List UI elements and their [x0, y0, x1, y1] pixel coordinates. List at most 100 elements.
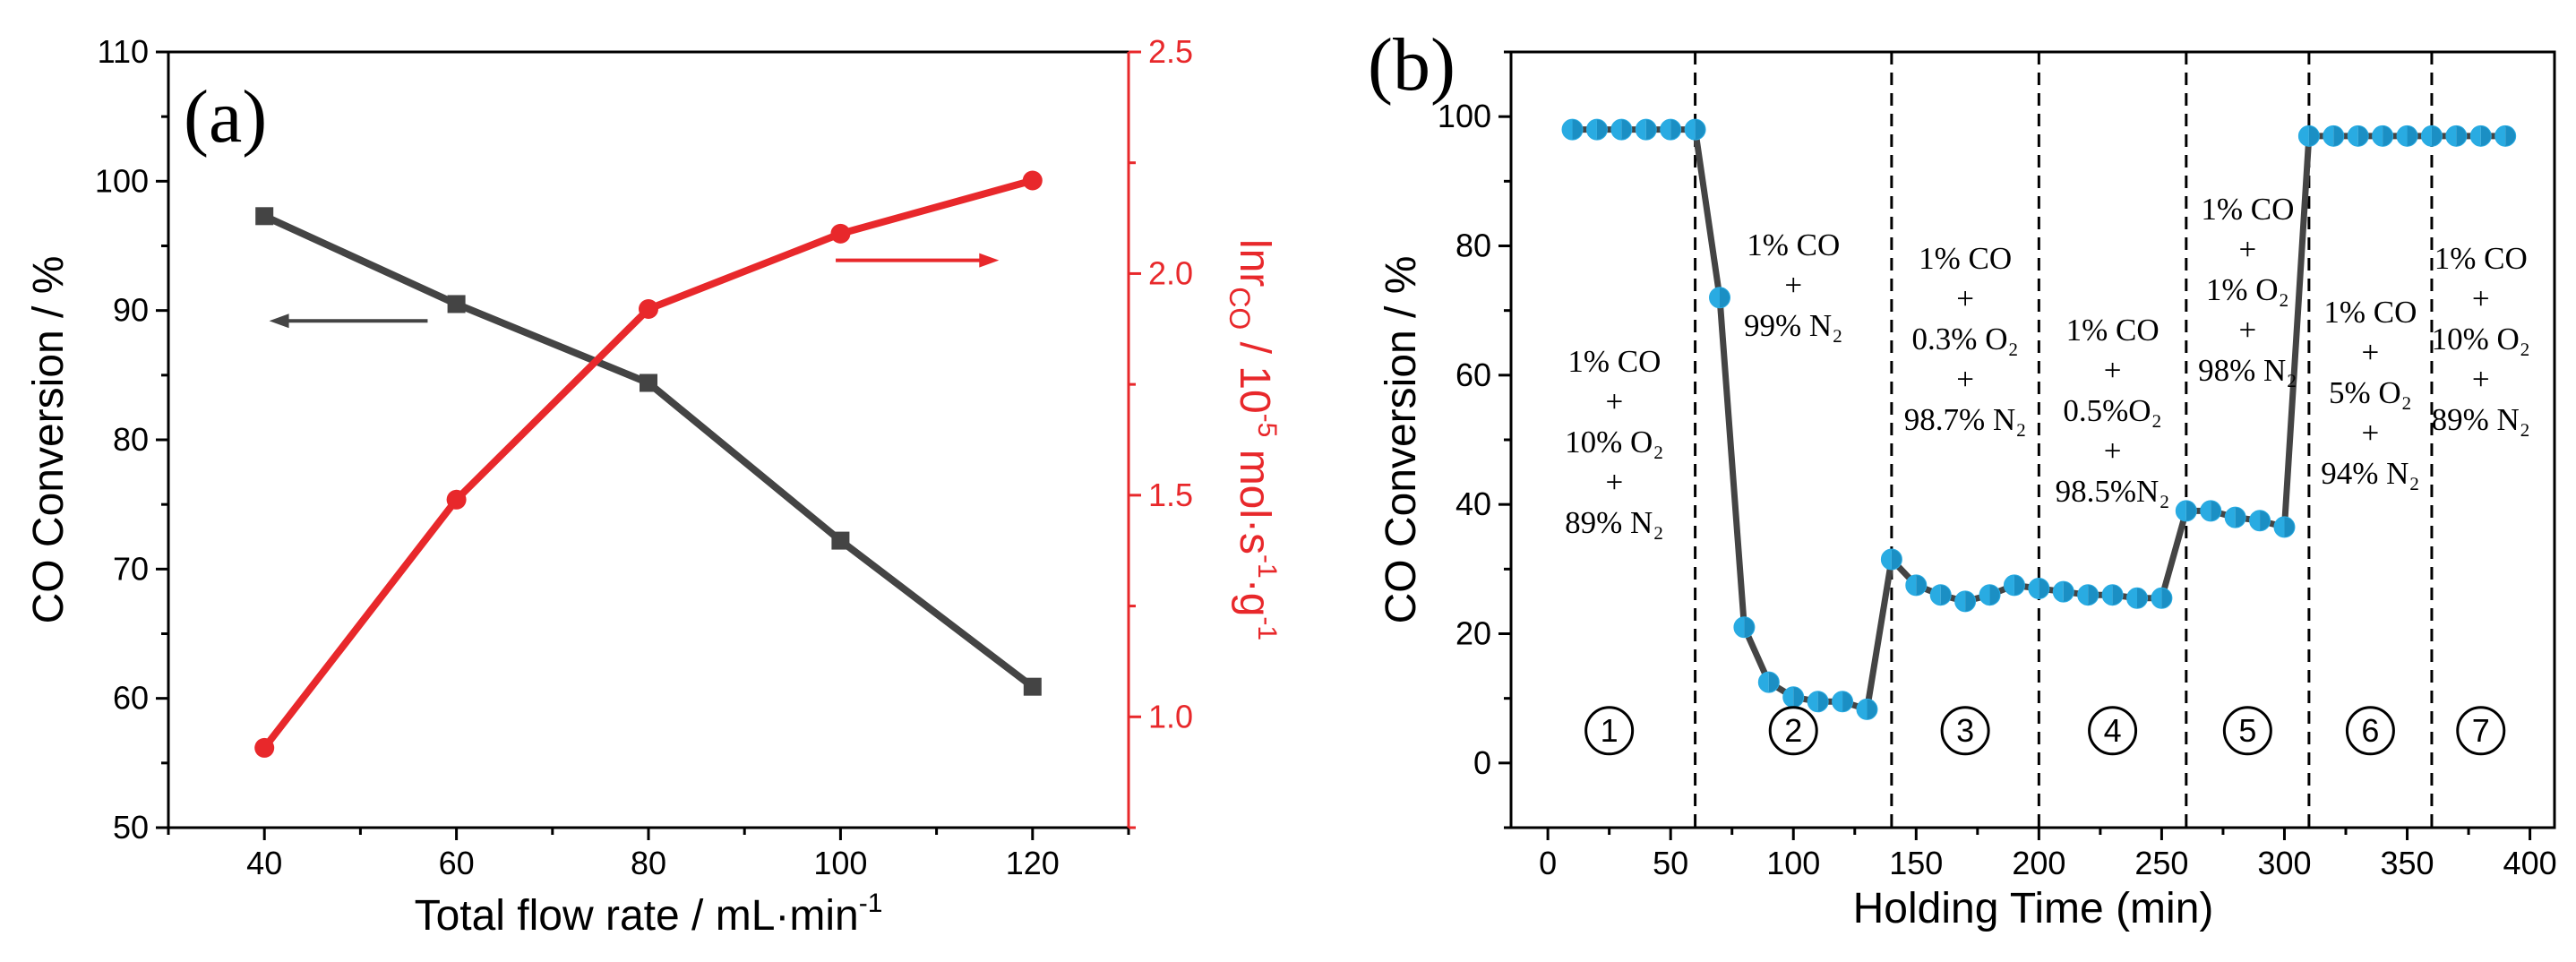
stage-condition-text: + [2472, 281, 2490, 316]
x-tick-label-b: 0 [1539, 845, 1557, 881]
data-point-conversion [255, 207, 274, 226]
x-tick-label-b: 400 [2503, 845, 2557, 881]
data-point-conversion [831, 531, 850, 550]
stage-condition-text: 1% CO [1919, 241, 2012, 276]
x-tick-label-b: 100 [1766, 845, 1820, 881]
data-point-b [2494, 125, 2517, 147]
stage-number: 6 [2361, 712, 2379, 749]
data-point-conversion [1023, 677, 1042, 696]
y2-tick-label-a: 2.0 [1148, 254, 1193, 291]
data-point-b [2469, 125, 2492, 147]
plot-frame-a [167, 50, 1130, 829]
data-point-b [2249, 510, 2271, 532]
data-point-b [2420, 125, 2443, 147]
stage-condition-text: 0.3% O₂ [1912, 322, 2019, 356]
stage-condition-text: 5% O₂ [2329, 375, 2412, 410]
stage-condition-text: 98.7% N₂ [1904, 402, 2027, 437]
stage-condition-text: 1% CO [2066, 313, 2160, 348]
stage-condition-text: 10% O₂ [1565, 425, 1663, 460]
x-tick-label-b: 50 [1653, 845, 1688, 881]
data-point-b [2101, 584, 2124, 606]
y-tick-label-b: 0 [1473, 744, 1491, 781]
data-point-b [2372, 125, 2394, 147]
stage-number: 1 [1601, 712, 1619, 749]
stage-number-circle [2222, 706, 2272, 756]
data-point-b [2200, 500, 2222, 522]
stage-condition-text: + [1605, 384, 1623, 419]
panel-b-label: (b) [1368, 23, 1455, 107]
stage-1: 1% CO +10% O₂ +89% N₂ 1 [1565, 344, 1664, 756]
x-ticks-a: 40 60 80 100 120 [167, 828, 1130, 881]
data-point-b [1954, 590, 1977, 613]
y-ticks-a: 50 60 70 80 90 100 110 [95, 33, 168, 846]
stage-condition-text: + [1956, 281, 1974, 316]
data-point-b [1635, 118, 1657, 141]
y2-ticks-a: 1.0 1.5 2.0 2.5 [1129, 33, 1193, 829]
data-point-b [2151, 587, 2173, 609]
data-point-conversion [640, 374, 657, 392]
data-point-b [2028, 577, 2050, 599]
data-point-rate [446, 489, 467, 510]
panel-a-label: (a) [184, 75, 267, 159]
stage-annotations: 1% CO +10% O₂ +89% N₂ 1 1% CO +99% N₂ 2 1% CO +0… [1565, 192, 2530, 756]
stage-condition-text: 89% N₂ [2432, 402, 2530, 437]
stage-condition-text: + [2362, 416, 2380, 451]
data-point-b [1684, 118, 1706, 141]
data-point-b [1733, 616, 1756, 639]
y-tick-label-a: 100 [95, 162, 149, 199]
x-tick-label-b: 200 [2012, 845, 2065, 881]
data-point-b [2273, 516, 2296, 538]
y2-tick-label-a: 1.5 [1148, 477, 1193, 513]
stage-number-circle [2345, 706, 2395, 756]
stage-condition-text: + [2362, 335, 2380, 370]
data-point-b [1856, 698, 1878, 720]
stage-condition-text: 94% N₂ [2321, 456, 2419, 491]
stage-condition-text: 1% O₂ [2206, 272, 2289, 307]
stage-6: 1% CO +5% O₂ +94% N₂ 6 [2321, 295, 2420, 756]
data-point-b [2052, 580, 2074, 603]
series-line-conversion [262, 212, 1035, 690]
stage-condition-text: 10% O₂ [2432, 322, 2530, 356]
stage-number-circle [2456, 706, 2506, 756]
arrow-left-head [269, 314, 289, 329]
data-point-b [2347, 125, 2369, 147]
x-ticks-b: 0 50 100 150 200 250 300 350 400 [1539, 828, 2557, 881]
stage-number: 2 [1784, 712, 1802, 749]
stage-condition-text: + [2104, 353, 2122, 388]
y-tick-label-a: 110 [98, 33, 149, 70]
series-a [254, 170, 1043, 758]
data-point-b [1561, 118, 1584, 141]
panel-b: (b) 0 50 100 150 200 250 300 350 400 02040608010… [1368, 23, 2557, 932]
stage-condition-text: + [2238, 232, 2256, 267]
data-point-b [2323, 125, 2345, 147]
stage-number: 3 [1956, 712, 1974, 749]
stage-condition-text: 89% N₂ [1565, 505, 1663, 540]
x-tick-label-a: 40 [246, 845, 282, 881]
y-tick-label-a: 80 [113, 421, 149, 458]
stage-condition-text: + [1956, 362, 1974, 397]
data-point-b [1660, 118, 1682, 141]
y-axis-label-a: CO Conversion / % [25, 256, 73, 624]
data-point-b [1905, 574, 1928, 597]
stage-4: 1% CO +0.5%O₂ +98.5%N₂ 4 [2056, 313, 2170, 756]
x-tick-label-b: 250 [2134, 845, 2188, 881]
data-point-b [2077, 584, 2099, 606]
stage-number-circle [1768, 706, 1818, 756]
stage-number: 4 [2104, 712, 2122, 749]
y-tick-label-b: 40 [1455, 485, 1491, 522]
stage-condition-text: 98% N₂ [2198, 353, 2297, 388]
data-point-b [1880, 548, 1902, 571]
data-point-b [1782, 686, 1805, 709]
y-tick-label-a: 60 [113, 680, 149, 717]
data-point-b [2396, 125, 2418, 147]
stage-condition-text: 0.5%O₂ [2063, 393, 2161, 428]
stage-condition-text: + [1784, 268, 1802, 303]
stage-condition-text: 1% CO [2323, 295, 2417, 330]
y-tick-label-a: 90 [113, 292, 149, 329]
stage-3: 1% CO +0.3% O₂ +98.7% N₂ 3 [1904, 241, 2027, 756]
stage-5: 1% CO +1% O₂ +98% N₂ 5 [2198, 192, 2297, 756]
stage-condition-text: + [2238, 313, 2256, 348]
data-point-conversion [447, 295, 466, 314]
x-tick-label-a: 60 [439, 845, 475, 881]
